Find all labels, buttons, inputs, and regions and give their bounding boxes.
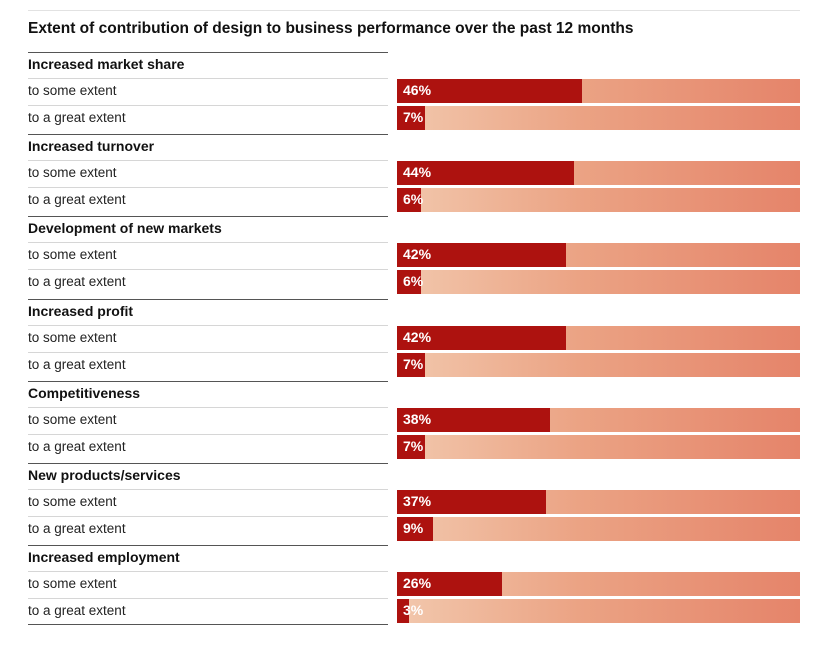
bar (397, 490, 547, 514)
group-label: New products/services (28, 467, 181, 483)
bar (397, 434, 426, 459)
row-divider (28, 489, 388, 490)
row-divider (28, 406, 388, 408)
row-divider (28, 160, 388, 162)
bar (397, 407, 551, 432)
top-divider (28, 10, 800, 11)
row-divider (28, 242, 388, 244)
bar (397, 161, 575, 186)
bar-track: 3% (397, 599, 800, 624)
group-divider (28, 545, 388, 547)
data-label: 37% (403, 493, 432, 509)
bottom-divider (28, 624, 388, 626)
bar (397, 106, 426, 130)
row-divider (28, 78, 388, 79)
row-label: to a great extent (28, 192, 126, 208)
data-label: 6% (403, 273, 424, 290)
chart-title: Extent of contribution of design to busi… (28, 20, 634, 37)
row-label: to some extent (28, 329, 117, 345)
data-label: 7% (403, 355, 424, 372)
data-label: 42% (403, 328, 432, 345)
data-label: 38% (403, 410, 432, 427)
bar (397, 517, 434, 541)
bar (397, 325, 567, 350)
data-label: 26% (403, 575, 432, 592)
group-label: Increased turnover (28, 138, 155, 155)
bar (397, 243, 567, 268)
row-label: to a great extent (28, 521, 126, 536)
row-divider (28, 433, 388, 435)
row-label: to some extent (28, 411, 117, 427)
row-divider (28, 516, 388, 517)
row-divider (28, 598, 388, 600)
row-divider (28, 571, 388, 573)
data-label: 46% (403, 82, 432, 98)
row-divider (28, 324, 388, 326)
bar (397, 270, 422, 295)
row-label: to a great extent (28, 274, 126, 290)
group-label: Increased market share (28, 56, 185, 72)
group-divider (28, 134, 388, 136)
bar-track: 26% (397, 572, 800, 597)
group-divider (28, 380, 388, 382)
row-divider (28, 269, 388, 271)
bar-track: 46% (397, 79, 800, 103)
bar-track: 42% (397, 243, 800, 268)
data-label: 7% (403, 109, 424, 125)
bar (397, 599, 410, 624)
data-label: 3% (403, 602, 424, 619)
group-label: Competitiveness (28, 384, 141, 401)
bar-track: 9% (397, 517, 800, 541)
row-divider (28, 105, 388, 106)
bar-track: 44% (397, 161, 800, 186)
data-label: 7% (403, 437, 424, 454)
group-divider (28, 298, 388, 300)
data-label: 44% (403, 164, 432, 181)
row-divider (28, 351, 388, 353)
group-label: Increased profit (28, 302, 134, 319)
bar-track: 7% (397, 352, 800, 377)
bar (397, 352, 426, 377)
bar-track: 7% (397, 434, 800, 459)
bar-track: 37% (397, 490, 800, 514)
group-label: Development of new markets (28, 220, 222, 237)
bar (397, 188, 422, 213)
bar (397, 79, 583, 103)
group-divider (28, 52, 388, 53)
row-label: to a great extent (28, 603, 126, 619)
group-divider (28, 463, 388, 464)
group-label: Increased employment (28, 549, 180, 566)
bar-track: 42% (397, 325, 800, 350)
row-label: to a great extent (28, 438, 126, 454)
row-label: to some extent (28, 494, 117, 509)
group-divider (28, 216, 388, 218)
data-label: 42% (403, 246, 432, 263)
row-label: to some extent (28, 165, 117, 181)
bar-track: 38% (397, 407, 800, 432)
bar (397, 572, 502, 597)
bar-track: 6% (397, 188, 800, 213)
row-label: to some extent (28, 576, 117, 592)
row-label: to a great extent (28, 110, 126, 125)
row-divider (28, 187, 388, 189)
bar-track: 7% (397, 106, 800, 130)
row-label: to a great extent (28, 356, 126, 372)
row-label: to some extent (28, 247, 117, 263)
data-label: 9% (403, 520, 424, 536)
data-label: 6% (403, 191, 424, 208)
bar-track: 6% (397, 270, 800, 295)
row-label: to some extent (28, 83, 117, 98)
